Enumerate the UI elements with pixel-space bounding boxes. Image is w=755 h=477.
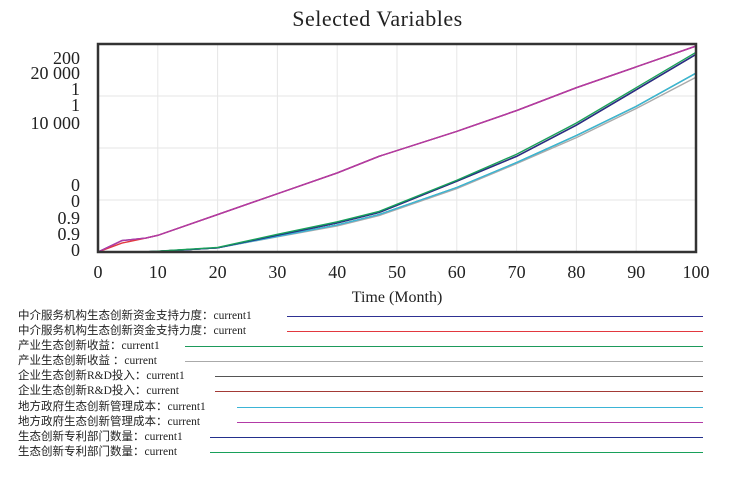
legend-swatch bbox=[237, 422, 703, 423]
x-tick-label: 80 bbox=[567, 262, 585, 282]
legend-item: 产业生态创新收益：current1 bbox=[18, 340, 160, 352]
y-tick-label: 0 bbox=[71, 191, 80, 211]
legend-item: 生态创新专利部门数量：current bbox=[18, 446, 178, 458]
legend-swatch bbox=[287, 316, 703, 317]
legend-swatch bbox=[215, 391, 703, 392]
legend-swatch bbox=[185, 346, 703, 347]
y-tick-label: 10 000 bbox=[31, 113, 81, 133]
legend-item: 地方政府生态创新管理成本：current1 bbox=[18, 401, 206, 413]
y-tick-label: 200 bbox=[53, 48, 80, 68]
x-tick-label: 100 bbox=[683, 262, 710, 282]
legend-item: 产业生态创新收益 ：current bbox=[18, 355, 157, 367]
y-tick-label: 0.9 bbox=[58, 208, 81, 228]
x-axis-label: Time (Month) bbox=[352, 289, 443, 306]
y-tick-label: 0.9 bbox=[58, 224, 81, 244]
legend-item: 企业生态创新R&D投入：current bbox=[18, 385, 179, 397]
plot-frame bbox=[96, 42, 698, 254]
legend-item: 企业生态创新R&D投入：current1 bbox=[18, 370, 185, 382]
y-tick-label: 0 bbox=[71, 175, 80, 195]
legend-swatch bbox=[215, 376, 703, 377]
legend-swatch bbox=[210, 452, 703, 453]
x-tick-label: 50 bbox=[388, 262, 406, 282]
legend-swatch bbox=[237, 407, 703, 408]
x-tick-label: 70 bbox=[508, 262, 526, 282]
x-tick-label: 10 bbox=[149, 262, 167, 282]
legend-swatch bbox=[210, 437, 703, 438]
y-tick-label: 1 bbox=[71, 79, 80, 99]
legend-item: 地方政府生态创新管理成本：current bbox=[18, 416, 201, 428]
x-tick-label: 30 bbox=[268, 262, 286, 282]
series-line-8 bbox=[97, 45, 697, 253]
y-tick-label: 0 bbox=[71, 240, 80, 260]
x-tick-label: 0 bbox=[94, 262, 103, 282]
legend-swatch bbox=[185, 361, 703, 362]
legend-swatch bbox=[287, 331, 703, 332]
legend-item: 生态创新专利部门数量：current1 bbox=[18, 431, 183, 443]
legend-item: 中介服务机构生态创新资金支持力度：current bbox=[18, 325, 247, 337]
legend-item: 中介服务机构生态创新资金支持力度：current1 bbox=[18, 310, 252, 322]
x-tick-label: 60 bbox=[448, 262, 466, 282]
x-tick-label: 40 bbox=[328, 262, 346, 282]
x-tick-label: 90 bbox=[627, 262, 645, 282]
chart-title: Selected Variables bbox=[292, 6, 463, 31]
y-tick-label: 1 bbox=[71, 95, 80, 115]
y-tick-label: 20 000 bbox=[31, 63, 81, 83]
x-tick-label: 20 bbox=[209, 262, 227, 282]
